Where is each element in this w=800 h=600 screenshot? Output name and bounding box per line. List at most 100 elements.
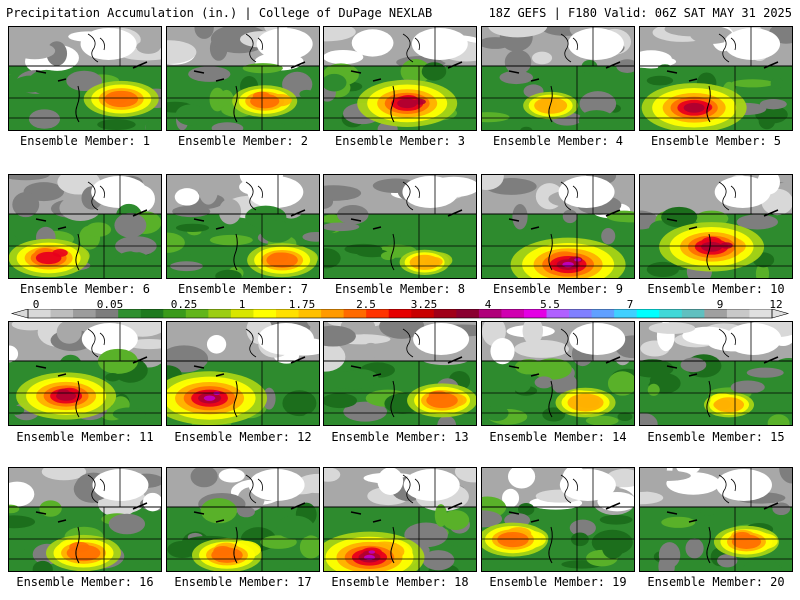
colorbar-tick-label: 7 [626, 298, 634, 311]
colorbar-tick-label: 0.25 [170, 298, 198, 311]
ensemble-member-label: Ensemble Member: 20 [647, 575, 785, 589]
colorbar-swatch [614, 309, 638, 318]
ensemble-member-map [8, 174, 162, 279]
colorbar-strip [10, 309, 790, 319]
colorbar-swatch [73, 309, 97, 318]
ensemble-member-map [8, 321, 162, 426]
ensemble-member-label: Ensemble Member: 17 [174, 575, 312, 589]
ensemble-member-label: Ensemble Member: 6 [19, 282, 151, 296]
ensemble-member-map [166, 174, 320, 279]
precip-map [8, 26, 162, 131]
ensemble-member-label: Ensemble Member: 5 [650, 134, 782, 148]
precip-map [639, 174, 793, 279]
colorbar-tick-label: 1 [238, 298, 246, 311]
ensemble-member-label: Ensemble Member: 18 [331, 575, 469, 589]
colorbar-swatch [636, 309, 660, 318]
colorbar-swatch [50, 309, 74, 318]
precip-map [639, 26, 793, 131]
ensemble-member-map [166, 467, 320, 572]
colorbar-swatch [749, 309, 773, 318]
colorbar-swatch [298, 309, 322, 318]
colorbar-swatch [501, 309, 525, 318]
ensemble-member-label: Ensemble Member: 11 [16, 430, 154, 444]
ensemble-member-map [323, 26, 477, 131]
precip-map [8, 467, 162, 572]
colorbar-swatch [321, 309, 345, 318]
precip-map [639, 467, 793, 572]
ensemble-member-map [481, 321, 635, 426]
precip-map [323, 174, 477, 279]
precip-colorbar: 0 0.05 0.25 1 1.75 2.5 3.25 4 5.5 7 9 12 [10, 298, 790, 320]
ensemble-member-map [166, 26, 320, 131]
colorbar-swatch [276, 309, 300, 318]
colorbar-swatch [726, 309, 750, 318]
precip-map [323, 467, 477, 572]
colorbar-tick-label: 1.75 [288, 298, 316, 311]
colorbar-swatch [681, 309, 705, 318]
ensemble-member-label: Ensemble Member: 7 [177, 282, 309, 296]
ensemble-member-label: Ensemble Member: 8 [334, 282, 466, 296]
colorbar-swatch [546, 309, 570, 318]
colorbar-swatch [208, 309, 232, 318]
colorbar-tick-label: 3.25 [410, 298, 438, 311]
ensemble-member-label: Ensemble Member: 14 [489, 430, 627, 444]
colorbar-swatch [163, 309, 187, 318]
ensemble-member-label: Ensemble Member: 19 [489, 575, 627, 589]
colorbar-swatch [366, 309, 390, 318]
model-valid-time: 18Z GEFS | F180 Valid: 06Z SAT MAY 31 20… [488, 6, 792, 20]
colorbar-min-arrow [10, 309, 29, 319]
precip-map [8, 321, 162, 426]
colorbar-swatch [704, 309, 728, 318]
ensemble-member-label: Ensemble Member: 13 [331, 430, 469, 444]
colorbar-swatch [28, 309, 52, 318]
colorbar-tick-label: 0.05 [96, 298, 124, 311]
precip-map [481, 467, 635, 572]
colorbar-swatch [411, 309, 435, 318]
ensemble-member-map [8, 467, 162, 572]
colorbar-swatch [118, 309, 142, 318]
ensemble-member-map [481, 467, 635, 572]
ensemble-member-label: Ensemble Member: 4 [492, 134, 624, 148]
ensemble-member-map [481, 174, 635, 279]
colorbar-tick-label: 9 [716, 298, 724, 311]
colorbar-swatch [524, 309, 548, 318]
colorbar-tick-label: 0 [32, 298, 40, 311]
colorbar-tick-label: 5.5 [540, 298, 560, 311]
ensemble-member-map [639, 321, 793, 426]
ensemble-member-label: Ensemble Member: 15 [647, 430, 785, 444]
ensemble-member-map [323, 321, 477, 426]
precip-map [8, 174, 162, 279]
colorbar-swatch [185, 309, 209, 318]
ensemble-member-label: Ensemble Member: 10 [647, 282, 785, 296]
precip-map [166, 174, 320, 279]
precip-map [323, 321, 477, 426]
ensemble-member-map [323, 467, 477, 572]
colorbar-swatch [433, 309, 457, 318]
precip-map [639, 321, 793, 426]
precip-map [481, 26, 635, 131]
precip-map [166, 26, 320, 131]
ensemble-member-map [166, 321, 320, 426]
colorbar-tick-label: 4 [484, 298, 492, 311]
ensemble-member-label: Ensemble Member: 9 [492, 282, 624, 296]
ensemble-member-map [639, 467, 793, 572]
ensemble-member-label: Ensemble Member: 3 [334, 134, 466, 148]
precip-map [166, 467, 320, 572]
map-title: Precipitation Accumulation (in.) | Colle… [6, 6, 433, 20]
ensemble-member-label: Ensemble Member: 1 [19, 134, 151, 148]
precip-map [323, 26, 477, 131]
colorbar-swatch [478, 309, 502, 318]
colorbar-swatch [140, 309, 164, 318]
precip-map [481, 321, 635, 426]
precip-map [481, 174, 635, 279]
colorbar-swatch [230, 309, 254, 318]
colorbar-swatch [253, 309, 277, 318]
ensemble-member-label: Ensemble Member: 2 [177, 134, 309, 148]
ensemble-member-label: Ensemble Member: 12 [174, 430, 312, 444]
colorbar-swatch [569, 309, 593, 318]
ensemble-member-map [481, 26, 635, 131]
colorbar-swatch [95, 309, 119, 318]
ensemble-member-map [8, 26, 162, 131]
colorbar-swatch [456, 309, 480, 318]
colorbar-tick-label: 2.5 [356, 298, 376, 311]
